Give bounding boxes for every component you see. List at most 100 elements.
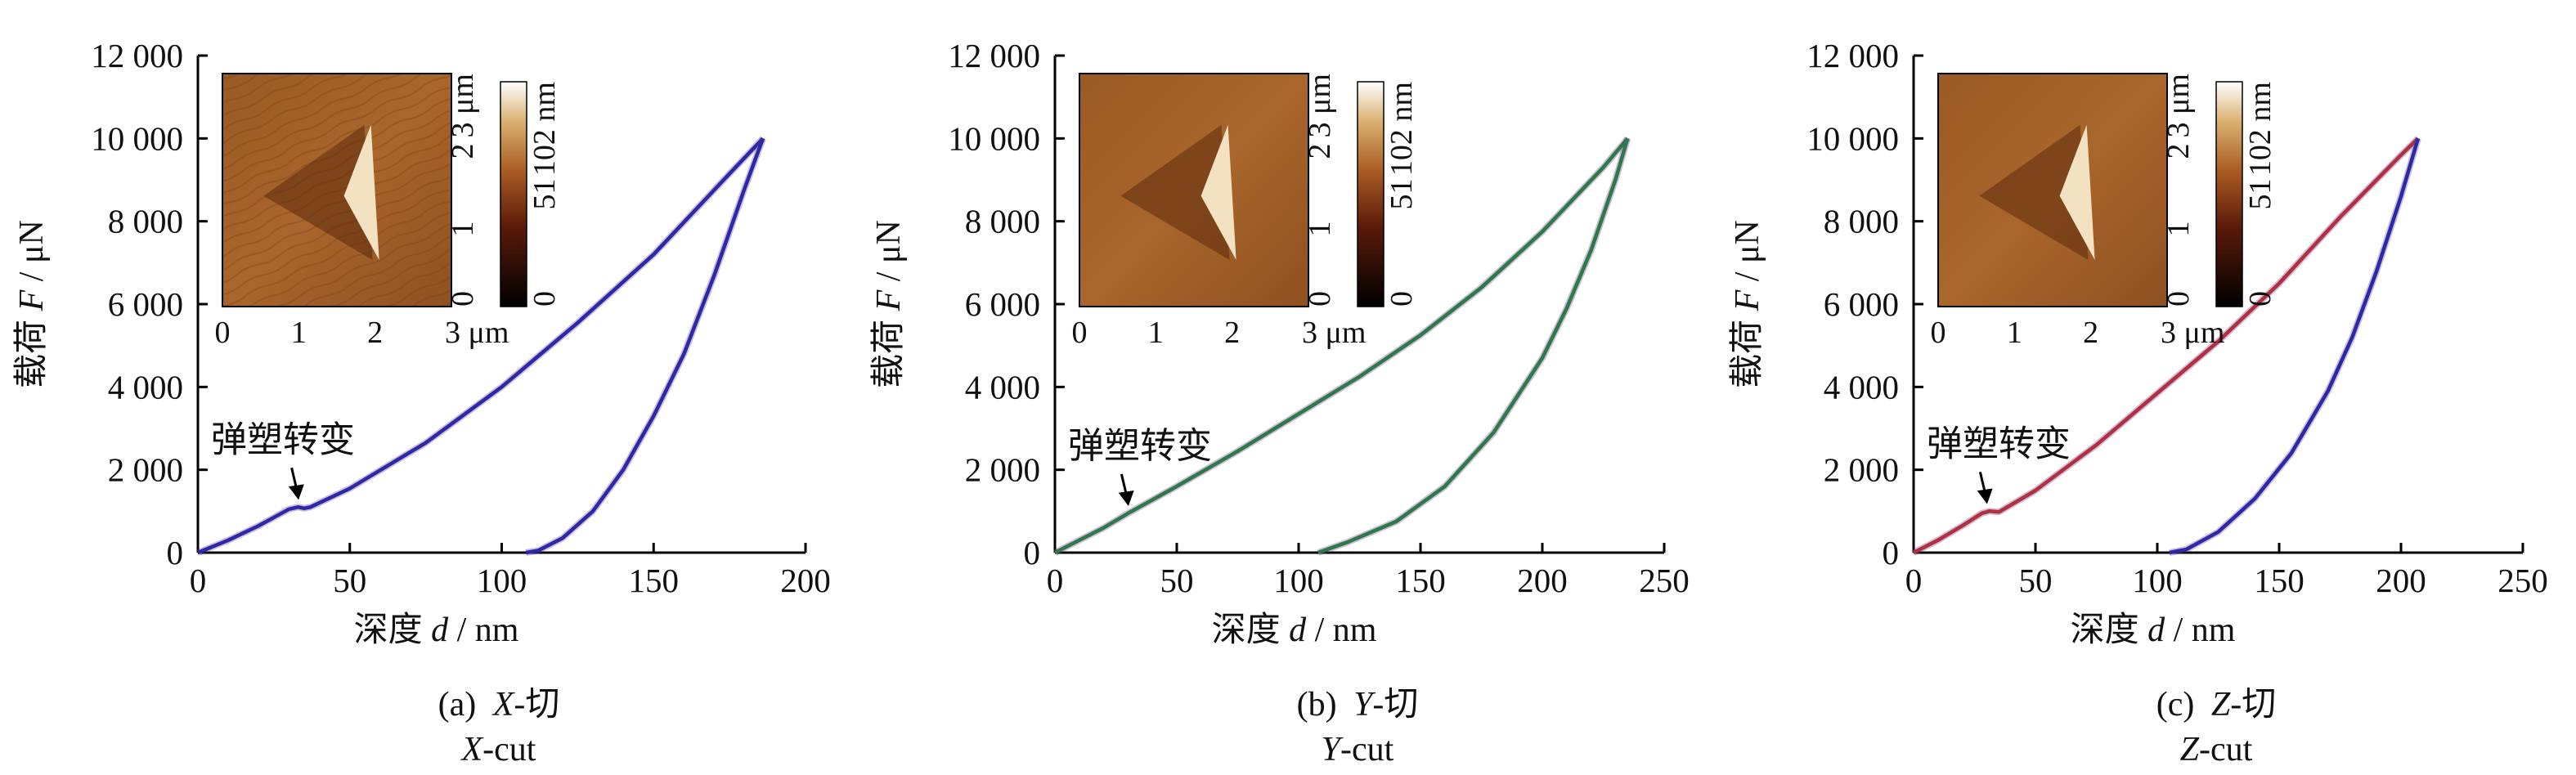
inset-colorbar-label: 0 bbox=[1384, 291, 1419, 307]
y-tick-label: 4 000 bbox=[108, 368, 183, 405]
inset-colorbar-label: 51 bbox=[2243, 179, 2278, 210]
y-axis-label: 载荷 F / μN bbox=[870, 220, 908, 388]
y-tick-label: 8 000 bbox=[108, 203, 183, 240]
inset-indent-face bbox=[1200, 124, 1236, 260]
x-tick-label: 250 bbox=[1639, 562, 1690, 599]
inset-frame bbox=[222, 73, 452, 307]
y-tick-label: 2 000 bbox=[965, 451, 1040, 489]
inset-colorbar-label: 0 bbox=[2243, 291, 2278, 307]
x-tick-label: 250 bbox=[2497, 562, 2548, 599]
caption-en-axis: X bbox=[460, 731, 485, 768]
inset-frame bbox=[1937, 73, 2168, 307]
inset-side-tick: 2 bbox=[2161, 144, 2196, 159]
caption-axis: Y bbox=[1353, 686, 1376, 723]
inset-colorbar-label: 51 bbox=[527, 179, 562, 210]
inset-indent-shadow bbox=[1120, 124, 1230, 260]
inset-colorbar-label: 0 bbox=[527, 291, 562, 307]
x-tick-label: 200 bbox=[2376, 562, 2426, 599]
y-tick-label: 12 000 bbox=[91, 37, 183, 74]
inset-indent-shadow bbox=[263, 124, 373, 260]
series-line bbox=[2169, 137, 2421, 555]
x-tick-label: 200 bbox=[780, 562, 831, 599]
x-tick-label: 100 bbox=[2132, 562, 2183, 599]
x-tick-label: 150 bbox=[1395, 562, 1446, 599]
inset-bottom-tick: 0 bbox=[215, 316, 231, 350]
plot-b-data bbox=[1053, 136, 1631, 556]
y-tick-label: 0 bbox=[1024, 534, 1041, 571]
svg-text:(c) Z-切: (c) Z-切 bbox=[2156, 686, 2276, 723]
inset-indent-face bbox=[343, 124, 379, 260]
inset-bottom-tick: 3 μm bbox=[445, 316, 509, 350]
annotation-text: 弹塑转变 bbox=[1068, 426, 1212, 466]
inset-side-tick: 1 bbox=[1303, 222, 1337, 237]
caption-zh: -切 bbox=[1372, 686, 1418, 723]
x-tick-label: 0 bbox=[1047, 562, 1064, 599]
inset-side-tick: 3 μm bbox=[1303, 74, 1337, 137]
x-tick-label: 150 bbox=[629, 562, 680, 599]
series-line bbox=[1317, 137, 1630, 555]
inset-colorbar bbox=[2215, 81, 2243, 307]
caption-axis: X bbox=[491, 686, 516, 723]
x-tick-label: 50 bbox=[333, 562, 366, 599]
inset-side-tick: 0 bbox=[446, 291, 480, 307]
inset-bottom-tick: 1 bbox=[291, 316, 307, 350]
caption-en: -cut bbox=[1340, 731, 1394, 768]
y-tick-label: 6 000 bbox=[965, 285, 1040, 323]
inset-side-tick: 2 bbox=[1303, 144, 1337, 159]
y-tick-label: 0 bbox=[167, 534, 184, 571]
inset-bottom-tick: 3 μm bbox=[1302, 316, 1366, 350]
annotation-arrow bbox=[288, 467, 304, 500]
inset-bottom-tick: 2 bbox=[2083, 316, 2098, 350]
inset-colorbar bbox=[1357, 81, 1384, 307]
inset-colorbar bbox=[500, 81, 527, 307]
inset-bottom-tick: 1 bbox=[2007, 316, 2022, 350]
y-tick-label: 4 000 bbox=[965, 368, 1040, 405]
caption-en-axis: Z bbox=[2180, 731, 2200, 768]
plot-c-data bbox=[1912, 136, 2421, 556]
caption-a: (a) X-切 X-cut bbox=[438, 686, 560, 768]
inset-bottom-tick: 0 bbox=[1072, 316, 1088, 350]
inset-indent-face bbox=[2059, 124, 2095, 260]
inset-side-tick: 3 μm bbox=[2161, 74, 2196, 137]
x-tick-label: 0 bbox=[1905, 562, 1923, 599]
y-tick-label: 8 000 bbox=[1824, 203, 1899, 240]
caption-en-axis: Y bbox=[1322, 731, 1344, 768]
y-tick-label: 2 000 bbox=[1824, 451, 1899, 489]
inset-side-tick: 3 μm bbox=[446, 74, 480, 137]
inset-bottom-tick: 3 μm bbox=[2161, 316, 2224, 350]
inset-side-tick: 1 bbox=[446, 222, 480, 237]
x-tick-label: 100 bbox=[477, 562, 527, 599]
inset-frame bbox=[1079, 73, 1309, 307]
series-line bbox=[1912, 137, 2420, 555]
svg-text:(b) Y-切: (b) Y-切 bbox=[1297, 686, 1419, 723]
y-axis-label: 载荷 F / μN bbox=[1729, 220, 1766, 388]
caption-label: (b) bbox=[1297, 686, 1337, 723]
inset-indent-shadow bbox=[1979, 124, 2089, 260]
inset-side-tick: 2 bbox=[446, 144, 480, 159]
x-axis-label: 深度 d / nm bbox=[2071, 611, 2236, 649]
y-tick-label: 6 000 bbox=[108, 285, 183, 323]
inset-colorbar-label: 102 nm bbox=[1384, 82, 1419, 176]
caption-b: (b) Y-切 Y-cut bbox=[1297, 686, 1419, 768]
svg-text:X-cut: X-cut bbox=[460, 731, 536, 768]
plot-b-annotation: 弹塑转变 bbox=[1068, 426, 1212, 506]
series-line bbox=[1053, 137, 1630, 555]
caption-axis: Z bbox=[2211, 686, 2231, 723]
series-line bbox=[197, 137, 765, 555]
annotation-arrow bbox=[1977, 471, 1993, 504]
y-tick-label: 10 000 bbox=[91, 119, 183, 157]
y-tick-label: 12 000 bbox=[1806, 37, 1899, 74]
caption-label: (c) bbox=[2156, 686, 2195, 723]
series-line bbox=[525, 137, 765, 555]
inset-bottom-tick: 1 bbox=[1148, 316, 1164, 350]
y-tick-label: 10 000 bbox=[948, 119, 1040, 157]
caption-c: (c) Z-切 Z-cut bbox=[2156, 686, 2276, 768]
